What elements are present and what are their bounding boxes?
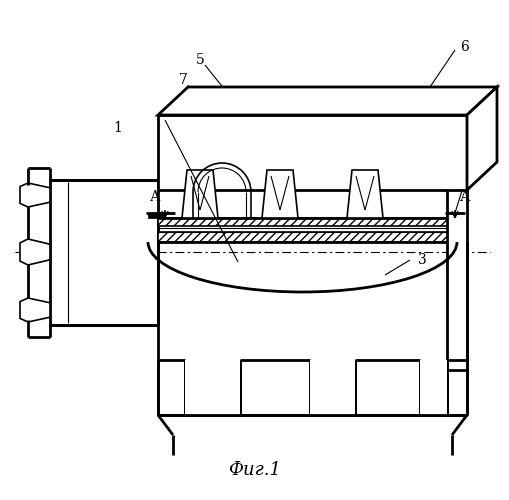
Text: 5: 5 [195,53,204,67]
Text: А: А [459,190,469,204]
Polygon shape [20,239,50,265]
Bar [50,180,158,325]
Text: 1: 1 [114,121,122,135]
Text: 3: 3 [417,253,426,267]
Bar [185,360,240,415]
Text: А: А [150,190,160,204]
Polygon shape [20,183,50,207]
Polygon shape [182,170,217,218]
Polygon shape [158,87,496,115]
Bar [158,232,446,242]
Polygon shape [262,170,297,218]
Bar [309,360,354,415]
Text: Фиг.1: Фиг.1 [228,461,281,479]
Bar [148,213,163,218]
Bar [158,218,446,226]
Text: 4: 4 [473,153,482,167]
Bar [158,115,466,190]
Polygon shape [466,87,496,190]
Polygon shape [346,170,382,218]
Bar [419,360,446,415]
Text: 7: 7 [178,73,187,87]
Bar [446,180,466,370]
Text: 6: 6 [459,40,468,54]
Polygon shape [20,298,50,322]
